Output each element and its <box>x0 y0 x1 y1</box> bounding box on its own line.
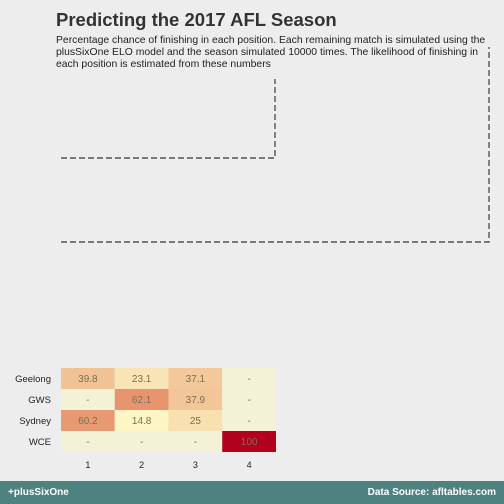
team-label-wce: WCE <box>29 437 51 448</box>
footer-bar: +plusSixOne Data Source: afltables.com <box>0 481 504 504</box>
position-axis-labels: 1 2 3 4 <box>85 460 251 470</box>
bracket-line-2 <box>61 47 490 243</box>
heatmap-cell <box>61 368 115 389</box>
heatmap-cell-label: 60.2 <box>78 416 98 427</box>
position-label-1: 1 <box>85 460 90 470</box>
team-label-sydney: Sydney <box>19 416 51 427</box>
heatmap-cell-label: - <box>247 395 250 406</box>
heatmap-cell-label: - <box>86 437 89 448</box>
heatmap-cell-label: 37.1 <box>186 374 206 385</box>
position-label-3: 3 <box>193 460 198 470</box>
position-label-4: 4 <box>247 460 252 470</box>
heatmap-cell <box>168 368 223 389</box>
heatmap-cells: 39.8 23.1 37.1 - - 62.1 37.9 - 60.2 14.8 25 - - - - 100 <box>61 368 276 452</box>
heatmap-cell-label: - <box>247 416 250 427</box>
footer-source: Data Source: afltables.com <box>367 487 496 498</box>
heatmap-cell <box>222 410 276 431</box>
heatmap-cell-label: 100 <box>241 437 258 448</box>
team-axis-labels: Geelong GWS Sydney WCE <box>15 374 51 448</box>
heatmap-cell <box>114 368 169 389</box>
heatmap-cell <box>61 431 115 452</box>
heatmap-cell <box>168 389 223 410</box>
chart-title: Predicting the 2017 AFL Season <box>56 9 337 30</box>
heatmap-cell-label: - <box>194 437 197 448</box>
heatmap-cell <box>61 410 115 431</box>
finals-bracket <box>61 47 490 243</box>
heatmap-cell <box>114 410 169 431</box>
team-label-geelong: Geelong <box>15 374 51 385</box>
heatmap-cell-label: 39.8 <box>78 374 98 385</box>
bracket-line-1 <box>61 79 276 159</box>
heatmap-cell-label: 25 <box>190 416 202 427</box>
heatmap-cell <box>114 389 169 410</box>
heatmap-cell <box>168 410 223 431</box>
heatmap-cell-label: - <box>140 437 143 448</box>
heatmap-cell-label: 62.1 <box>132 395 152 406</box>
heatmap-cell-label: 14.8 <box>132 416 152 427</box>
position-label-2: 2 <box>139 460 144 470</box>
team-label-gws: GWS <box>28 395 51 406</box>
heatmap-cell <box>222 368 276 389</box>
heatmap-cell-label: - <box>86 395 89 406</box>
heatmap-cell <box>222 431 276 452</box>
heatmap-cell-label: 37.9 <box>186 395 206 406</box>
heatmap-cell <box>222 389 276 410</box>
heatmap-cell <box>61 389 115 410</box>
footer-brand: +plusSixOne <box>8 487 69 498</box>
heatmap-cell <box>114 431 169 452</box>
heatmap-cell-label: 23.1 <box>132 374 152 385</box>
chart-subtitle: Percentage chance of finishing in each p… <box>56 35 486 70</box>
heatmap-cell <box>168 431 223 452</box>
heatmap-cell-label: - <box>247 374 250 385</box>
